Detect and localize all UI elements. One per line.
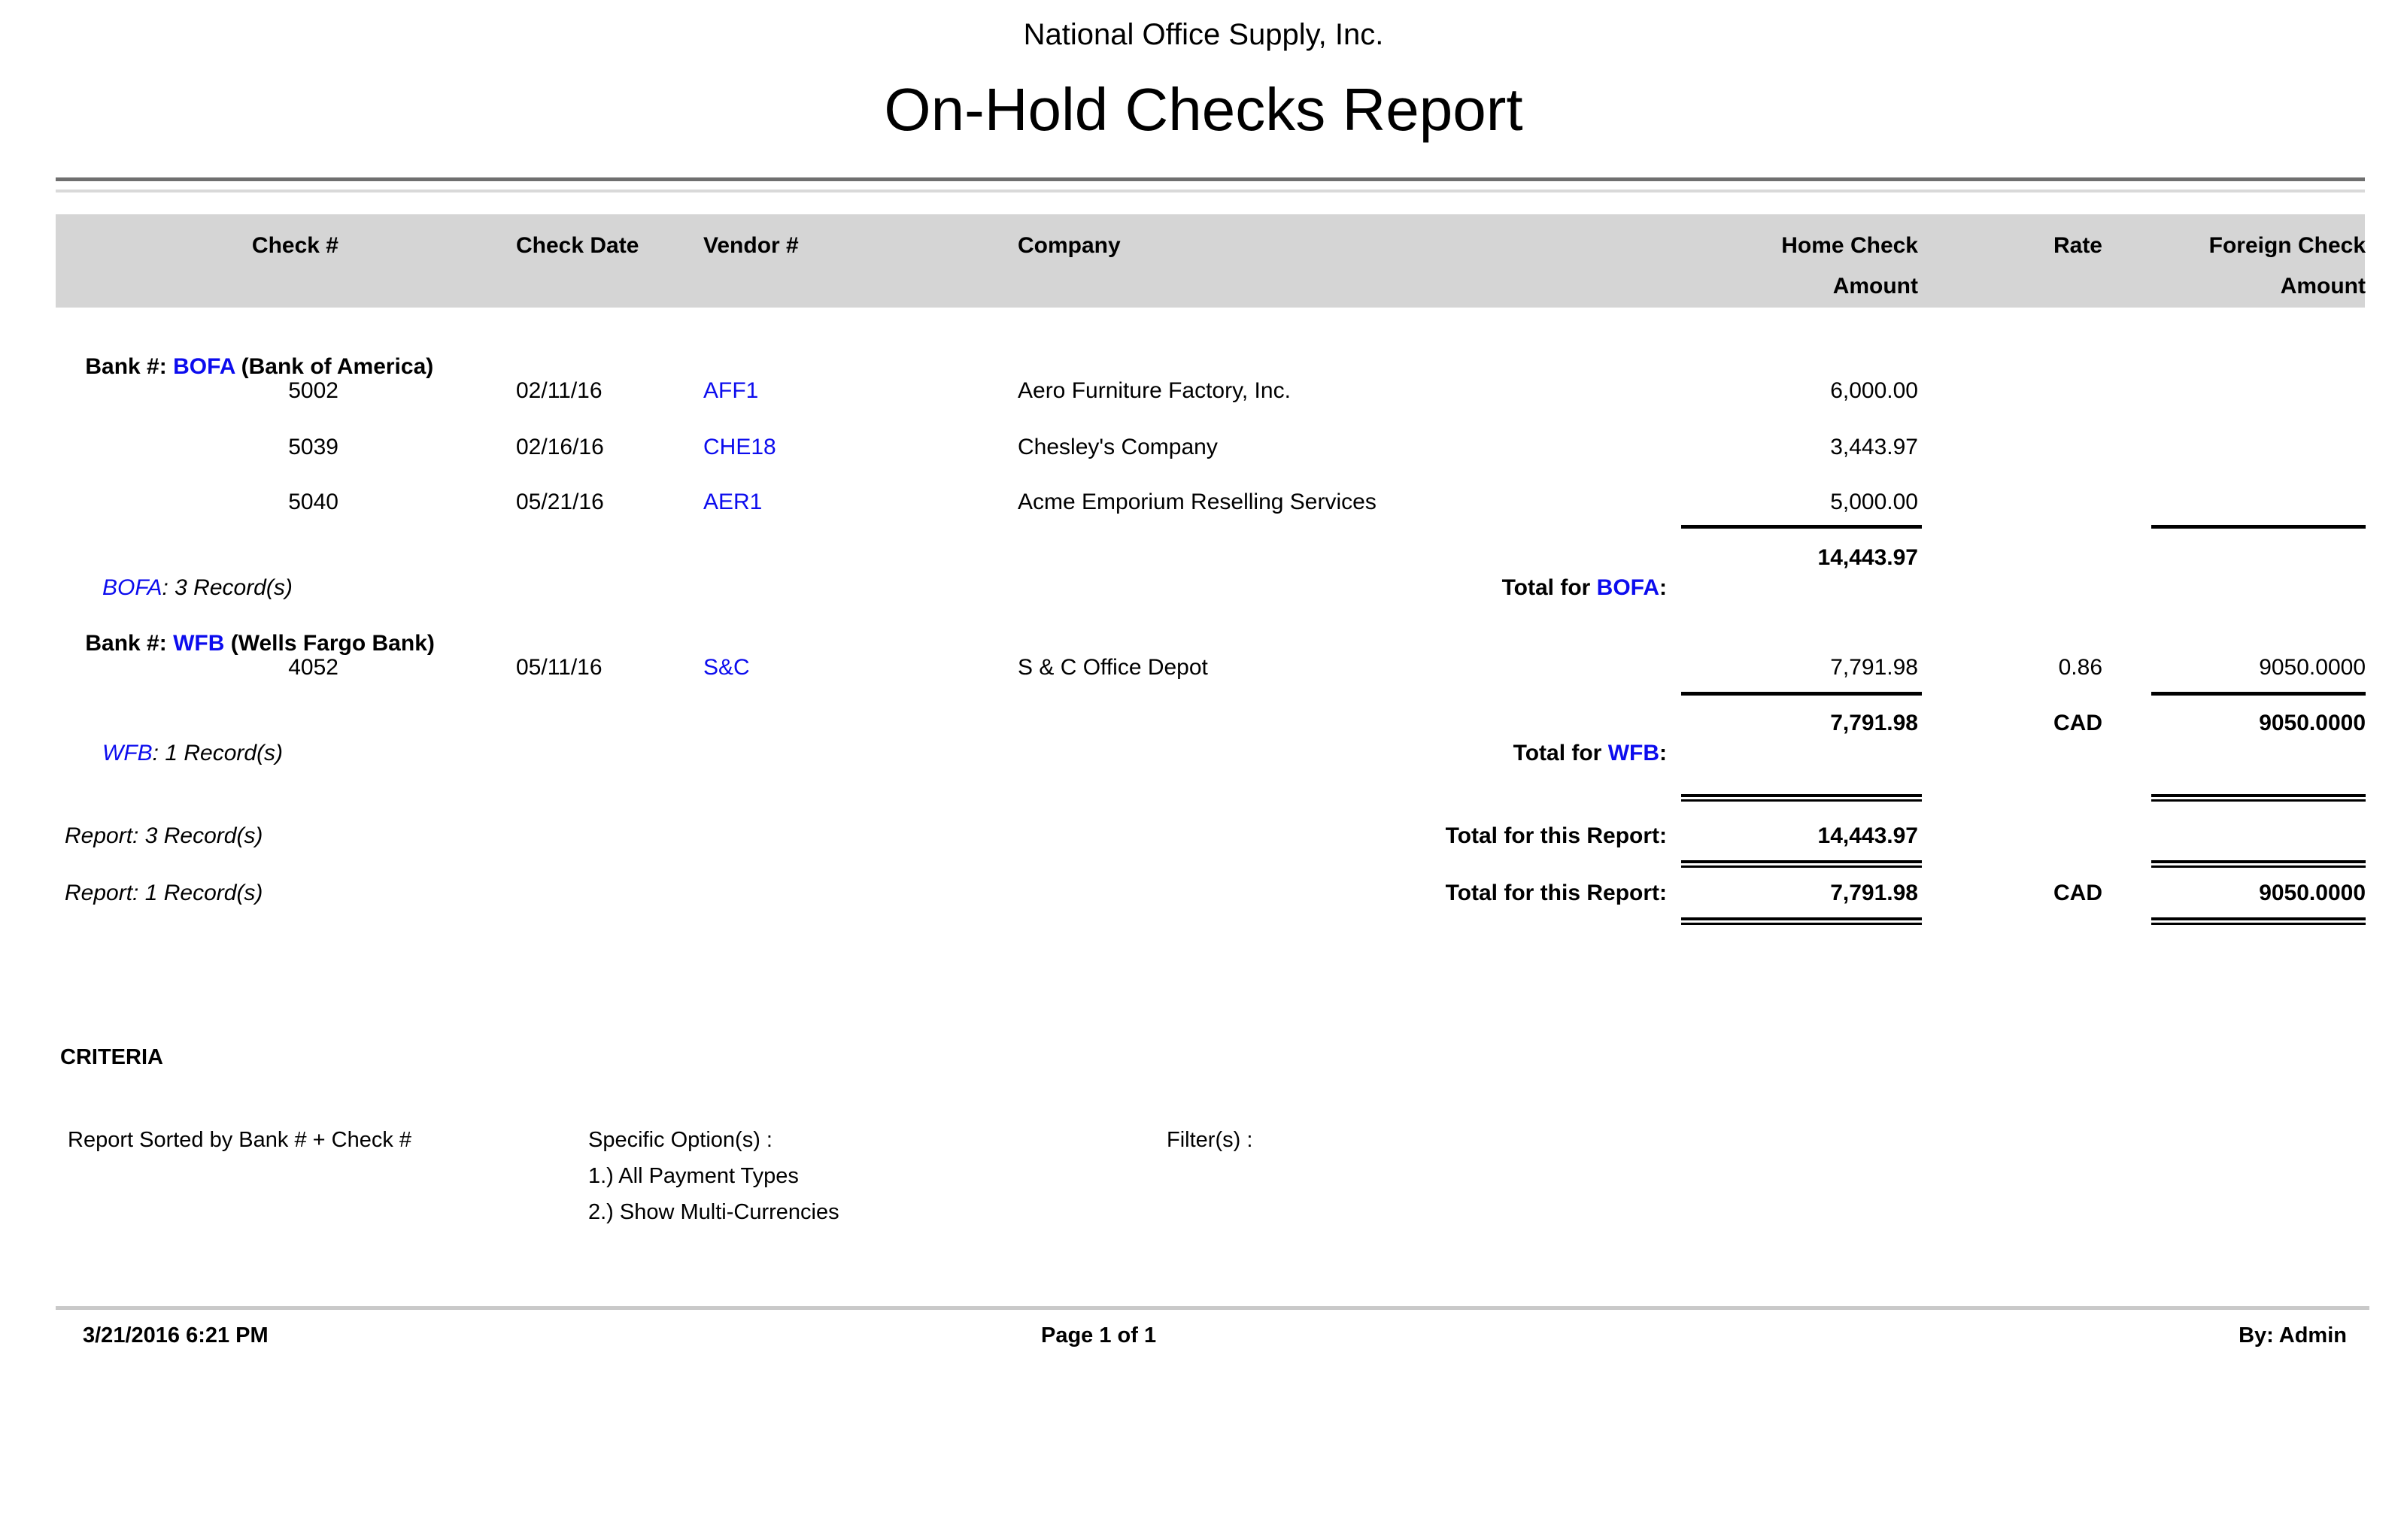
company-name: National Office Supply, Inc.: [1023, 18, 1384, 51]
home-check-amount: 6,000.00: [1830, 378, 1918, 403]
table-header-band: [56, 214, 2365, 308]
company-name-cell: Chesley's Company: [1018, 435, 1218, 459]
home-check-amount: 5,000.00: [1830, 490, 1918, 514]
report-total-currency: CAD: [2053, 881, 2102, 905]
criteria-filters-label: Filter(s) :: [1167, 1128, 1253, 1152]
footer-printed-by: By: Admin: [2239, 1323, 2347, 1348]
bank-group-header: Bank #: BOFA (Bank of America): [60, 322, 433, 412]
report-record-count: Report: 1 Record(s): [65, 881, 263, 905]
bank-total-home-amount: 7,791.98: [1830, 711, 1918, 735]
grand-total-rule-foreign: [2151, 917, 2366, 925]
column-header-company: Company: [1018, 233, 1121, 258]
page-title: On-Hold Checks Report: [884, 76, 1523, 143]
column-header-check-date: Check Date: [516, 233, 639, 258]
bank-total-currency: CAD: [2053, 711, 2102, 735]
check-date: 05/21/16: [516, 490, 604, 514]
bank-total-label: Total for BOFA:: [1128, 543, 1667, 633]
vendor-code-link[interactable]: AFF1: [703, 378, 759, 403]
criteria-heading: CRITERIA: [60, 1045, 163, 1069]
bank-code-link[interactable]: BOFA: [173, 354, 235, 379]
report-total-label: Total for this Report:: [1445, 881, 1667, 905]
bank-total-foreign-amount: 9050.0000: [2259, 711, 2366, 735]
report-total-label: Total for this Report:: [1445, 823, 1667, 848]
column-header-vendor-number: Vendor #: [703, 233, 799, 258]
criteria-option-item: 2.) Show Multi-Currencies: [588, 1200, 839, 1224]
bank-code-link[interactable]: WFB: [1607, 741, 1659, 765]
subtotal-rule-foreign: [2151, 525, 2366, 529]
footer-generated-timestamp: 3/21/2016 6:21 PM: [83, 1323, 269, 1348]
bank-record-count: BOFA: 3 Record(s): [65, 543, 293, 633]
bank-total-label: Total for WFB:: [1128, 708, 1667, 799]
check-number: 5039: [288, 435, 338, 459]
subtotal-rule-home: [1681, 692, 1922, 696]
vendor-code-link[interactable]: AER1: [703, 490, 763, 514]
bank-number-label: Bank #:: [85, 631, 174, 656]
bank-code-link[interactable]: BOFA: [102, 575, 162, 600]
vendor-code-link[interactable]: CHE18: [703, 435, 776, 459]
home-check-amount: 7,791.98: [1830, 655, 1918, 680]
criteria-option-item: 1.) All Payment Types: [588, 1164, 799, 1188]
column-header-home-check-amount: Home Check Amount: [1781, 233, 1918, 299]
bank-number-label: Bank #:: [85, 354, 174, 379]
footer-page-number: Page 1 of 1: [1041, 1323, 1157, 1348]
check-date: 02/11/16: [516, 378, 603, 403]
total-colon: :: [1659, 741, 1667, 765]
grand-total-rule-home: [1681, 860, 1922, 868]
check-number: 5002: [288, 378, 338, 403]
report-record-count: Report: 3 Record(s): [65, 823, 263, 848]
report-total-home-amount: 7,791.98: [1830, 881, 1918, 905]
total-for-text: Total for: [1513, 741, 1608, 765]
column-header-check-number: Check #: [251, 233, 338, 258]
bank-code-link[interactable]: WFB: [102, 741, 153, 765]
company-name-cell: Aero Furniture Factory, Inc.: [1018, 378, 1291, 403]
check-number: 4052: [288, 655, 338, 680]
grand-total-rule-home: [1681, 917, 1922, 925]
company-name-cell: Acme Emporium Reselling Services: [1018, 490, 1377, 514]
column-header-rate: Rate: [2053, 233, 2102, 258]
subtotal-rule-foreign: [2151, 692, 2366, 696]
title-divider-dark: [56, 177, 2365, 181]
home-check-amount: 3,443.97: [1830, 435, 1918, 459]
foreign-check-amount: 9050.0000: [2259, 655, 2366, 680]
exchange-rate: 0.86: [2058, 655, 2102, 680]
vendor-code-link[interactable]: S&C: [703, 655, 750, 680]
check-number: 5040: [288, 490, 338, 514]
record-count-text: : 3 Record(s): [162, 575, 293, 600]
grand-total-rule-foreign: [2151, 794, 2366, 802]
bank-record-count: WFB: 1 Record(s): [65, 708, 283, 799]
report-total-home-amount: 14,443.97: [1817, 823, 1918, 848]
bank-name: (Wells Fargo Bank): [224, 631, 435, 656]
column-header-foreign-check-amount: Foreign Check Amount: [2208, 233, 2366, 299]
grand-total-rule-home: [1681, 794, 1922, 802]
grand-total-rule-foreign: [2151, 860, 2366, 868]
company-name-cell: S & C Office Depot: [1018, 655, 1208, 680]
total-colon: :: [1659, 575, 1667, 600]
bank-code-link[interactable]: WFB: [173, 631, 225, 656]
title-divider-light: [56, 189, 2365, 192]
total-for-text: Total for: [1501, 575, 1597, 600]
footer-divider: [56, 1306, 2369, 1310]
bank-group-header: Bank #: WFB (Wells Fargo Bank): [60, 599, 435, 689]
bank-code-link[interactable]: BOFA: [1596, 575, 1659, 600]
bank-name: (Bank of America): [235, 354, 434, 379]
bank-total-home-amount: 14,443.97: [1817, 545, 1918, 570]
check-date: 05/11/16: [516, 655, 603, 680]
criteria-options-label: Specific Option(s) :: [588, 1128, 772, 1152]
subtotal-rule-home: [1681, 525, 1922, 529]
check-date: 02/16/16: [516, 435, 604, 459]
record-count-text: : 1 Record(s): [152, 741, 284, 765]
report-total-foreign-amount: 9050.0000: [2259, 881, 2366, 905]
criteria-sort-order: Report Sorted by Bank # + Check #: [68, 1128, 412, 1152]
